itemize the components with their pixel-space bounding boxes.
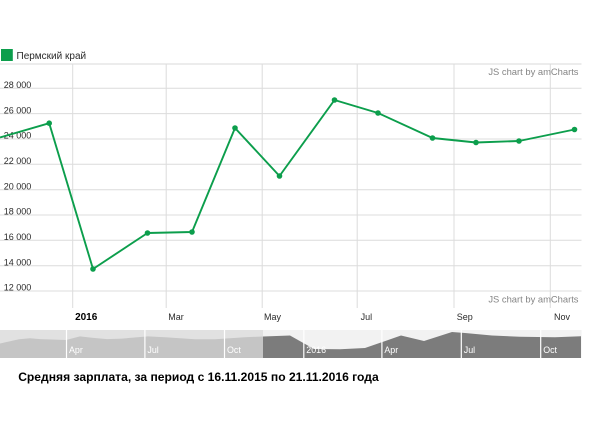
- svg-text:Пермский край: Пермский край: [17, 51, 87, 62]
- svg-text:Sep: Sep: [457, 312, 473, 322]
- svg-text:12 000: 12 000: [4, 283, 32, 293]
- svg-text:28 000: 28 000: [4, 80, 32, 90]
- svg-text:20 000: 20 000: [4, 181, 32, 191]
- svg-text:Mar: Mar: [168, 312, 184, 322]
- svg-text:Oct: Oct: [227, 345, 241, 355]
- svg-text:Jul: Jul: [464, 345, 475, 355]
- svg-text:Nov: Nov: [554, 312, 571, 322]
- svg-text:2016: 2016: [75, 312, 98, 323]
- svg-text:Jul: Jul: [361, 312, 373, 322]
- svg-text:Apr: Apr: [69, 345, 83, 355]
- svg-text:JS chart by amCharts: JS chart by amCharts: [488, 293, 578, 304]
- svg-text:22 000: 22 000: [4, 156, 32, 166]
- svg-text:14 000: 14 000: [4, 257, 32, 267]
- svg-text:18 000: 18 000: [4, 207, 32, 217]
- svg-text:May: May: [264, 312, 282, 322]
- svg-text:26 000: 26 000: [4, 105, 32, 115]
- svg-text:24 000: 24 000: [4, 131, 32, 141]
- svg-text:Jul: Jul: [147, 345, 158, 355]
- svg-text:JS chart by amCharts: JS chart by amCharts: [488, 66, 578, 77]
- svg-text:Apr: Apr: [384, 345, 398, 355]
- svg-text:16 000: 16 000: [4, 232, 32, 242]
- svg-text:2016: 2016: [306, 345, 326, 355]
- svg-text:Средняя зарплата, за период с: Средняя зарплата, за период с 16.11.2015…: [18, 370, 379, 384]
- svg-text:Oct: Oct: [543, 345, 557, 355]
